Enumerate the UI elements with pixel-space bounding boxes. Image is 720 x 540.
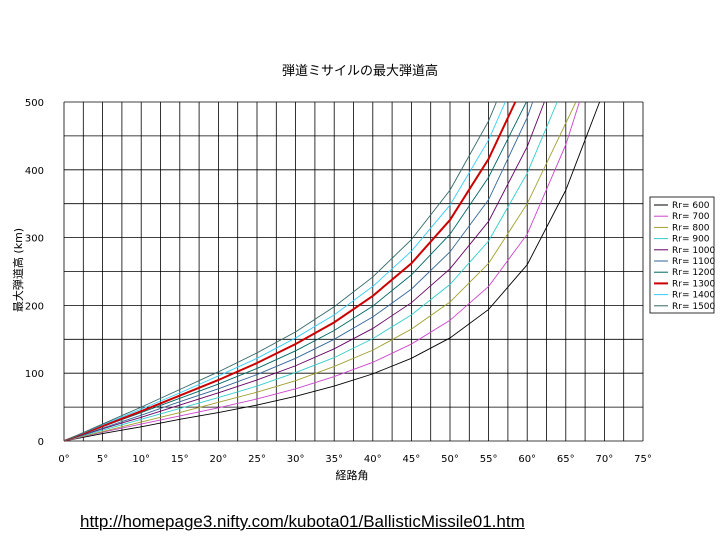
x-tick-label: 10° [132, 454, 150, 465]
x-tick-label: 50° [441, 454, 459, 465]
x-tick-label: 60° [518, 454, 536, 465]
x-tick-label: 65° [557, 454, 575, 465]
y-tick-label: 400 [25, 166, 44, 177]
legend-entry: Rr= 900 [672, 235, 710, 245]
tick-labels: 0° 5° 10° 15° 20° 25° 30° 35° 40° 45° 50° 55° 60° 65°… [25, 98, 652, 465]
series-line [63, 101, 580, 442]
series-line [63, 101, 506, 442]
x-tick-label: 5° [97, 454, 108, 465]
x-axis-label: 経路角 [336, 469, 369, 482]
x-tick-label: 30° [287, 454, 305, 465]
x-tick-label: 40° [364, 454, 382, 465]
x-tick-label: 75° [634, 454, 652, 465]
series-line [63, 101, 517, 442]
y-tick-label: 500 [25, 98, 44, 109]
legend-entry: Rr= 1300 [672, 279, 716, 289]
series-line [63, 101, 534, 442]
chart: 0° 5° 10° 15° 20° 25° 30° 35° 40° 45° 50° 55° 60° 65°… [11, 63, 716, 482]
legend-entry: Rr= 1000 [672, 246, 716, 256]
x-tick-label: 20° [210, 454, 228, 465]
y-tick-label: 0 [38, 437, 44, 448]
x-tick-label: 15° [171, 454, 189, 465]
y-tick-label: 200 [25, 301, 44, 312]
x-tick-label: 35° [325, 454, 343, 465]
source-url-link[interactable]: http://homepage3.nifty.com/kubota01/Ball… [80, 512, 525, 531]
legend-entry: Rr= 1500 [672, 302, 716, 312]
legend-entry: Rr= 1400 [672, 291, 716, 301]
series-line [63, 101, 545, 442]
legend-entry: Rr= 1100 [672, 257, 716, 267]
legend-entry: Rr= 800 [672, 223, 710, 233]
legend-entry: Rr= 600 [672, 201, 710, 211]
series-line [63, 101, 497, 442]
legend-entry: Rr= 700 [672, 212, 710, 222]
series-line [63, 101, 601, 442]
legend-entry: Rr= 1200 [672, 268, 716, 278]
grid [63, 101, 644, 442]
series-line [63, 101, 558, 442]
y-axis-label: 最大弾道高 (km) [11, 228, 25, 312]
chart-title: 弾道ミサイルの最大弾道高 [282, 63, 438, 79]
x-tick-label: 25° [248, 454, 266, 465]
y-tick-label: 100 [25, 369, 44, 380]
series-group [63, 101, 601, 442]
x-tick-label: 0° [58, 454, 69, 465]
series-line [63, 101, 577, 442]
x-tick-label: 45° [403, 454, 421, 465]
series-line [63, 101, 527, 442]
x-tick-label: 70° [596, 454, 614, 465]
x-tick-label: 55° [480, 454, 498, 465]
y-tick-label: 300 [25, 234, 44, 245]
